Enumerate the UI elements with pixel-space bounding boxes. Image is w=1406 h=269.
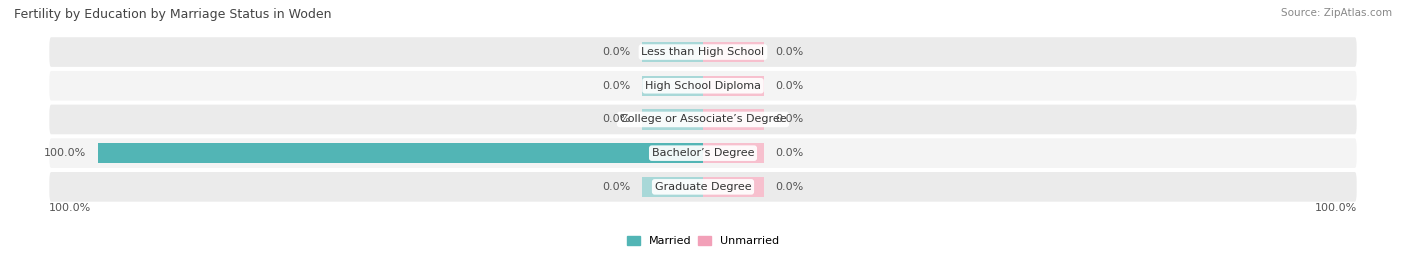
Text: High School Diploma: High School Diploma xyxy=(645,81,761,91)
Text: Fertility by Education by Marriage Status in Woden: Fertility by Education by Marriage Statu… xyxy=(14,8,332,21)
Text: 100.0%: 100.0% xyxy=(44,148,86,158)
Text: 0.0%: 0.0% xyxy=(776,148,804,158)
Text: 0.0%: 0.0% xyxy=(602,114,630,125)
Text: Graduate Degree: Graduate Degree xyxy=(655,182,751,192)
Text: 0.0%: 0.0% xyxy=(776,47,804,57)
Bar xyxy=(703,177,763,197)
Bar xyxy=(703,42,763,62)
Text: College or Associate’s Degree: College or Associate’s Degree xyxy=(620,114,786,125)
Bar xyxy=(643,109,703,130)
FancyBboxPatch shape xyxy=(49,172,1357,202)
Bar xyxy=(703,109,763,130)
Text: 0.0%: 0.0% xyxy=(776,81,804,91)
Text: Less than High School: Less than High School xyxy=(641,47,765,57)
Text: 0.0%: 0.0% xyxy=(602,182,630,192)
Text: 0.0%: 0.0% xyxy=(776,182,804,192)
Bar xyxy=(703,76,763,96)
Bar xyxy=(643,42,703,62)
Bar xyxy=(643,177,703,197)
Text: 0.0%: 0.0% xyxy=(602,47,630,57)
Text: 100.0%: 100.0% xyxy=(1315,203,1357,213)
Text: 0.0%: 0.0% xyxy=(602,81,630,91)
Text: 100.0%: 100.0% xyxy=(49,203,91,213)
Legend: Married, Unmarried: Married, Unmarried xyxy=(623,231,783,250)
FancyBboxPatch shape xyxy=(49,71,1357,101)
Text: Bachelor’s Degree: Bachelor’s Degree xyxy=(652,148,754,158)
FancyBboxPatch shape xyxy=(49,37,1357,67)
Text: 0.0%: 0.0% xyxy=(776,114,804,125)
FancyBboxPatch shape xyxy=(49,105,1357,134)
Bar xyxy=(98,143,703,163)
Text: Source: ZipAtlas.com: Source: ZipAtlas.com xyxy=(1281,8,1392,18)
Bar xyxy=(703,143,763,163)
Bar xyxy=(643,76,703,96)
FancyBboxPatch shape xyxy=(49,138,1357,168)
